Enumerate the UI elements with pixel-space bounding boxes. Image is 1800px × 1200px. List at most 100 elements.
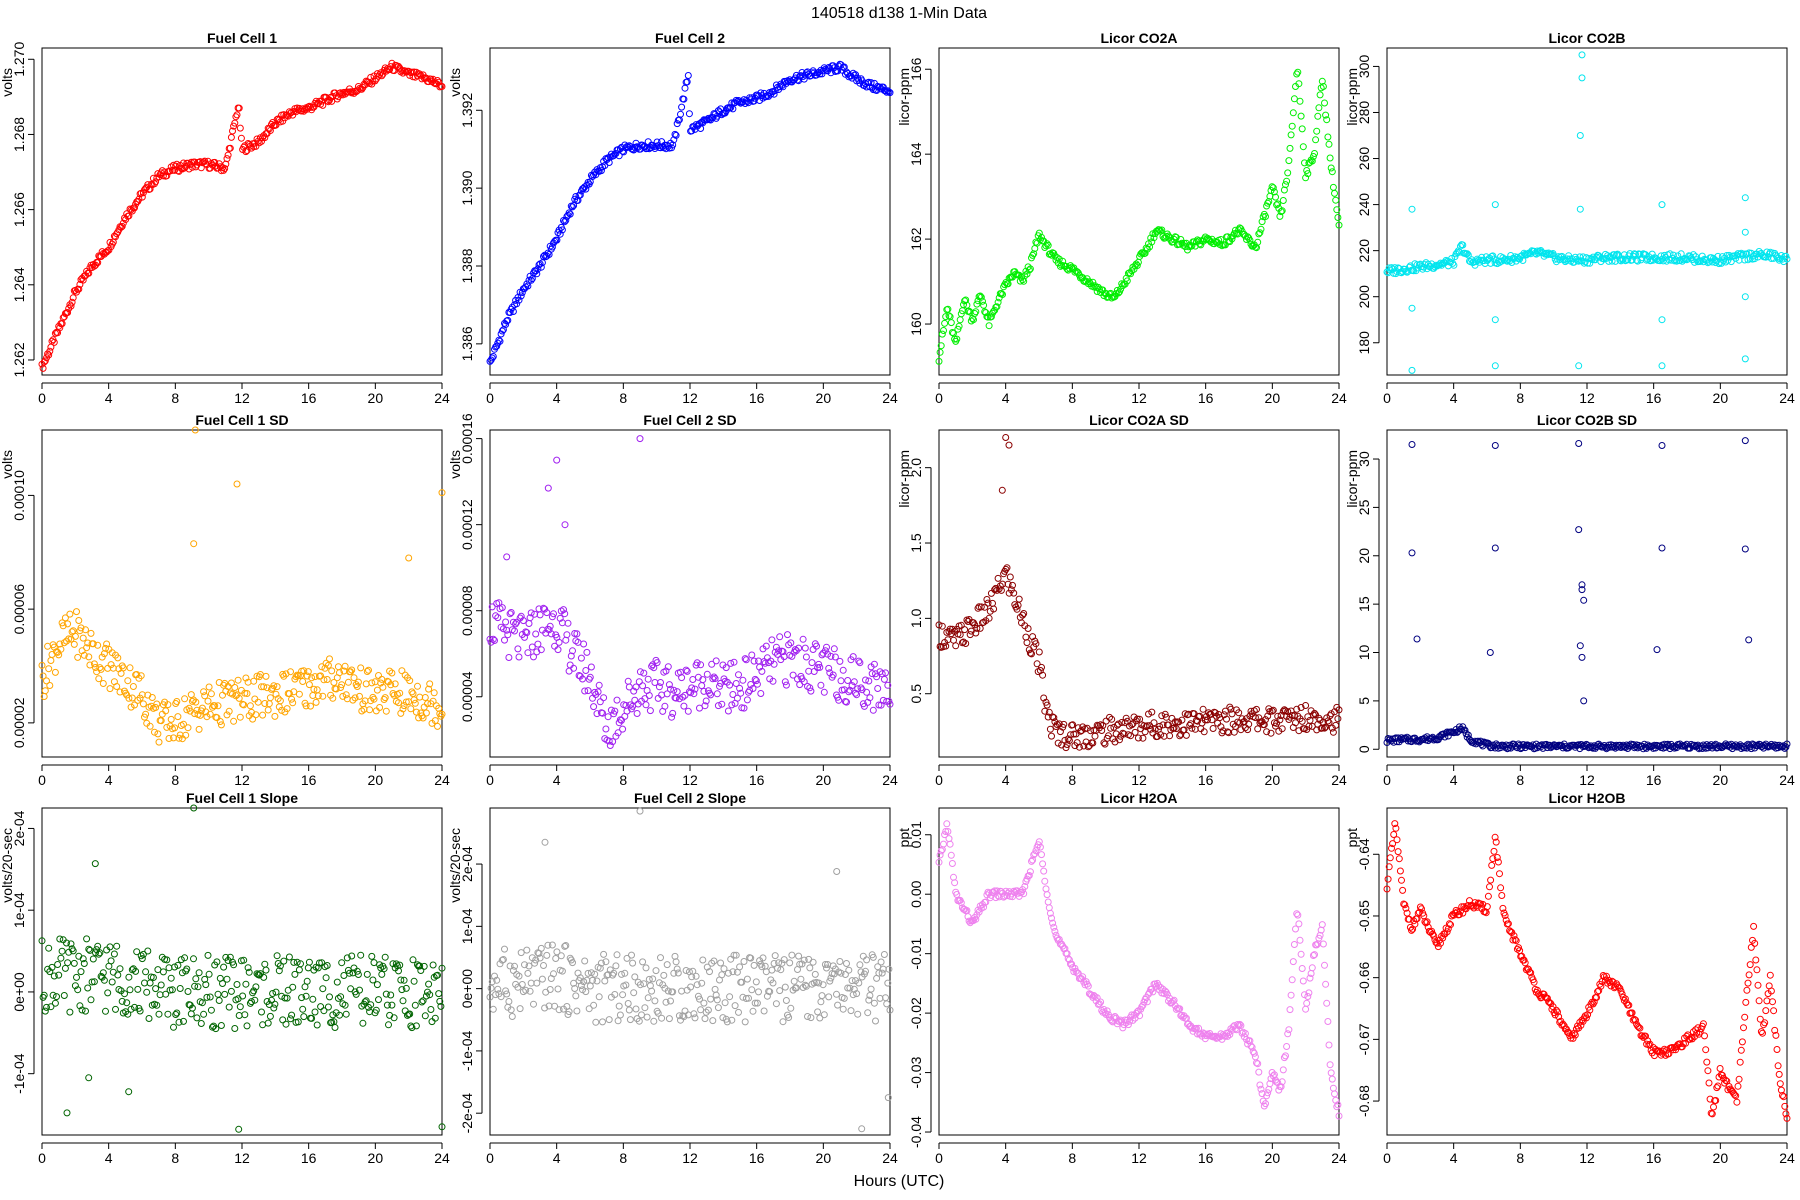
- data-point: [1624, 256, 1632, 263]
- data-point: [680, 95, 688, 103]
- data-point: [1246, 236, 1254, 244]
- data-point: [496, 337, 504, 345]
- y-tick-label: 1.386: [459, 326, 475, 361]
- x-tick-label: 8: [1068, 1150, 1076, 1166]
- plot-frame: [41, 47, 443, 376]
- x-tick-label: 4: [105, 1150, 113, 1166]
- data-point: [1165, 232, 1172, 240]
- data-point: [1286, 144, 1294, 152]
- data-point: [1450, 261, 1458, 269]
- x-tick-label: 12: [1579, 1150, 1595, 1166]
- x-tick-label: 8: [619, 1150, 627, 1166]
- y-tick-label: -0.68: [1356, 1085, 1372, 1117]
- data-point: [1658, 255, 1666, 263]
- x-tick-label: 24: [434, 772, 450, 788]
- data-point: [1089, 278, 1097, 286]
- data-point: [882, 87, 889, 95]
- data-point: [1312, 136, 1320, 144]
- data-point: [513, 300, 521, 308]
- data-point: [938, 330, 946, 338]
- data-point: [1304, 170, 1312, 178]
- data-point: [70, 640, 78, 648]
- data-point: [886, 89, 894, 97]
- x-tick-label: 12: [1579, 772, 1595, 788]
- x-tick-label: 20: [368, 1150, 384, 1166]
- data-point: [885, 88, 893, 96]
- data-point: [800, 75, 808, 83]
- data-point: [1043, 240, 1051, 248]
- data-point: [328, 97, 336, 105]
- data-point: [525, 276, 533, 284]
- x-tick-label: 8: [1516, 1150, 1524, 1166]
- data-point: [135, 195, 143, 203]
- x-tick-label: 8: [1068, 772, 1076, 788]
- x-tick-label: 8: [171, 772, 179, 788]
- data-point: [973, 300, 981, 308]
- panel-title: Licor CO2B SD: [1537, 412, 1637, 428]
- data-point: [1272, 193, 1279, 201]
- data-point: [517, 292, 525, 300]
- data-point: [937, 342, 945, 350]
- data-point: [1147, 234, 1155, 242]
- data-point: [50, 338, 58, 346]
- y-tick-label: 240: [1356, 193, 1372, 217]
- data-point: [821, 65, 829, 73]
- data-point: [1449, 259, 1457, 267]
- data-point: [1714, 252, 1722, 260]
- data-point: [1656, 257, 1664, 265]
- data-point: [223, 155, 231, 163]
- outlier-point: [1741, 194, 1749, 202]
- data-point: [142, 184, 150, 192]
- y-tick-label: 1.264: [11, 267, 27, 302]
- data-point: [1586, 259, 1594, 267]
- data-point: [60, 639, 68, 647]
- data-point: [1677, 250, 1685, 258]
- data-point: [227, 133, 235, 141]
- data-point: [1265, 198, 1273, 205]
- x-tick-label: 4: [553, 772, 561, 788]
- data-point: [560, 217, 567, 224]
- data-point: [1287, 131, 1295, 139]
- x-tick-label: 0: [935, 1150, 943, 1166]
- y-tick-label: 160: [908, 312, 924, 336]
- data-point: [533, 270, 541, 278]
- data-point: [1331, 189, 1338, 197]
- x-tick-label: 16: [301, 1150, 317, 1166]
- data-point: [1289, 109, 1297, 117]
- data-point: [572, 193, 580, 200]
- x-tick-label: 0: [935, 390, 943, 406]
- data-point: [1335, 221, 1343, 229]
- panel-title: Licor CO2A SD: [1089, 412, 1189, 428]
- data-point: [867, 79, 875, 87]
- data-point: [1148, 238, 1156, 246]
- outlier-point: [1578, 74, 1586, 82]
- x-tick-label: 8: [619, 772, 627, 788]
- panel-title: Licor H2OA: [1100, 790, 1177, 806]
- data-points: [1383, 51, 1791, 374]
- x-tick-label: 8: [171, 1150, 179, 1166]
- x-tick-label: 12: [234, 772, 250, 788]
- panel-title: Fuel Cell 1 Slope: [186, 790, 298, 806]
- y-tick-label: 300: [1356, 55, 1372, 79]
- data-point: [569, 203, 576, 211]
- data-point: [1388, 264, 1395, 272]
- y-tick-label: 220: [1356, 239, 1372, 263]
- data-point: [1188, 242, 1196, 250]
- data-point: [1326, 154, 1334, 162]
- outlier-point: [1576, 205, 1584, 213]
- data-point: [1114, 289, 1122, 297]
- data-point: [778, 82, 786, 89]
- data-point: [498, 327, 506, 335]
- data-point: [187, 158, 195, 166]
- panel-1: Fuel Cell 10 4 8 12 16 20 241.2621.2641.2661.2…: [0, 30, 450, 406]
- data-point: [38, 661, 46, 669]
- data-point: [324, 98, 332, 106]
- data-point: [65, 305, 73, 312]
- data-point: [1290, 95, 1298, 103]
- data-point: [953, 335, 961, 343]
- data-point: [942, 313, 950, 321]
- x-tick-label: 0: [486, 390, 494, 406]
- data-point: [1285, 157, 1293, 165]
- x-tick-label: 20: [1265, 772, 1281, 788]
